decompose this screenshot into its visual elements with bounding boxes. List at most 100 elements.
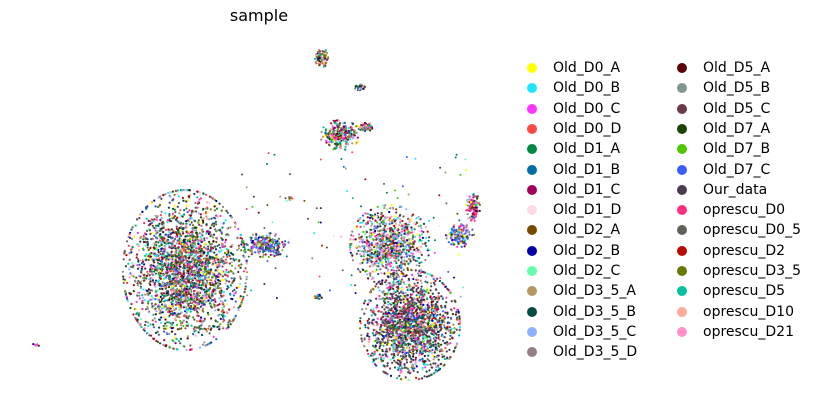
cell-point (194, 219, 197, 223)
cell-point (378, 289, 381, 292)
cell-point (190, 249, 193, 252)
cell-point (385, 343, 389, 346)
cell-point (406, 309, 409, 312)
cell-point (438, 317, 441, 320)
cell-point (140, 269, 143, 272)
cell-point (274, 233, 277, 236)
cell-point (381, 291, 384, 294)
cell-point (195, 278, 198, 282)
cell-point (215, 223, 218, 226)
cell-point (420, 296, 424, 299)
cell-point (169, 191, 172, 194)
cell-point (416, 349, 419, 352)
cell-point (216, 215, 219, 218)
cell-point (189, 306, 192, 309)
cell-point (153, 257, 156, 261)
cell-point (184, 224, 188, 227)
cell-point (126, 298, 129, 301)
cell-point (146, 307, 149, 310)
cell-point (138, 249, 141, 252)
cell-point (224, 219, 227, 222)
cell-point (182, 294, 185, 297)
cell-point (391, 318, 394, 321)
cell-point (397, 287, 400, 290)
cell-point (154, 205, 157, 208)
cell-point (136, 291, 139, 294)
cell-point (231, 281, 234, 284)
cell-point (269, 238, 272, 242)
cell-point (209, 235, 212, 238)
cell-point (187, 304, 190, 307)
cell-point (239, 295, 242, 298)
cell-point (185, 204, 188, 207)
cell-point (380, 360, 383, 363)
cell-point (155, 248, 158, 251)
cell-point (371, 319, 374, 322)
cell-point (207, 313, 210, 316)
cell-point (399, 367, 403, 370)
cell-point (196, 190, 199, 193)
cell-point (145, 258, 148, 261)
cell-point (189, 214, 192, 217)
cell-point (189, 348, 192, 351)
cell-point (424, 363, 427, 366)
cell-point (200, 254, 203, 258)
cell-point (183, 300, 186, 303)
cell-point (192, 270, 195, 273)
cell-point (162, 250, 165, 253)
cell-point (218, 328, 221, 331)
cell-point (166, 281, 169, 284)
cell-point (399, 295, 402, 298)
cell-point (406, 294, 409, 297)
cell-point (419, 312, 422, 315)
cell-point (185, 288, 188, 291)
cell-point (143, 289, 146, 292)
cell-point (441, 315, 444, 318)
cell-point (223, 260, 226, 264)
cell-point (153, 234, 156, 237)
cell-point (190, 300, 193, 303)
cell-point (388, 318, 391, 321)
cell-point (149, 289, 152, 292)
cell-point (157, 241, 160, 244)
cell-point (226, 211, 229, 214)
cell-point (444, 332, 447, 335)
cell-point (387, 288, 390, 292)
cell-point (420, 353, 423, 356)
cell-point (242, 270, 246, 273)
cell-point (434, 315, 437, 318)
cell-point (359, 317, 362, 320)
cell-point (173, 307, 176, 310)
cell-point (421, 368, 424, 371)
cell-point (167, 206, 170, 209)
cell-point (195, 298, 198, 301)
cell-point (163, 277, 166, 280)
cell-point (147, 288, 150, 291)
cell-point (436, 355, 439, 359)
cell-point (427, 374, 430, 378)
cell-point (434, 340, 437, 343)
cell-point (445, 350, 448, 353)
cell-point (456, 342, 459, 345)
cell-point (139, 213, 142, 216)
cell-point (172, 260, 175, 263)
cell-point (165, 272, 168, 275)
cell-point (427, 348, 430, 351)
cell-point (162, 324, 165, 327)
cell-point (210, 317, 213, 320)
cell-point (432, 343, 435, 346)
cell-point (176, 216, 179, 219)
cell-point (210, 196, 213, 199)
cell-point (446, 312, 449, 315)
cell-point (200, 224, 203, 227)
cell-point (225, 327, 228, 330)
cell-point (198, 264, 201, 267)
cell-point (404, 295, 407, 298)
cell-point (147, 219, 150, 222)
cell-point (169, 280, 172, 283)
cell-point (227, 271, 230, 274)
cell-point (185, 251, 188, 254)
cell-point (181, 321, 184, 324)
cell-point (144, 267, 147, 270)
cell-point (160, 247, 163, 250)
